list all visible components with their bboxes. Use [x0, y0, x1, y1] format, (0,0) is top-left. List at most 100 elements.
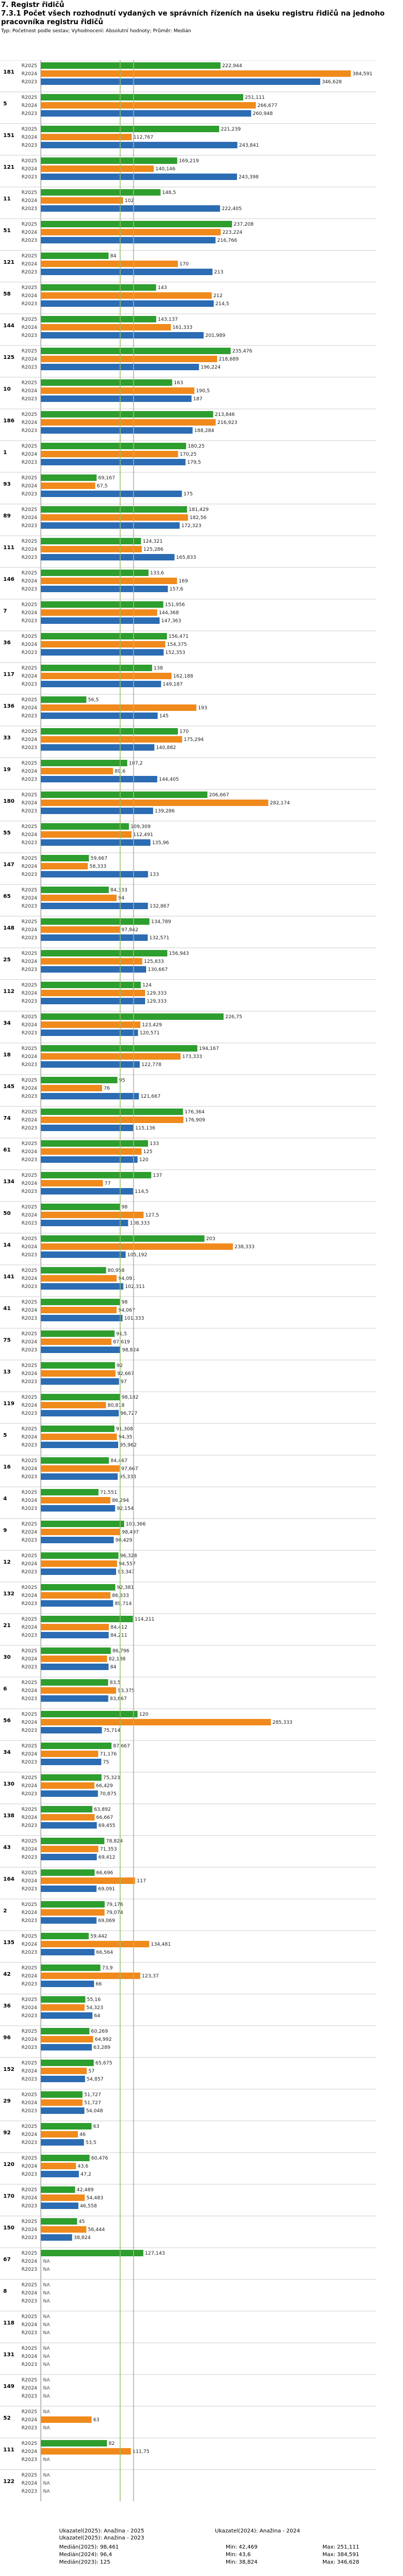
series-label: R2025: [21, 1585, 37, 1591]
bar-value-label: 125,286: [143, 547, 163, 552]
series-label: R2023: [21, 1982, 37, 1987]
series-label: R2023: [21, 523, 37, 529]
series-label: R2024: [21, 1720, 37, 1725]
bar-value-label: 132,571: [149, 936, 169, 941]
group-id-label: 36: [3, 640, 11, 646]
bar-value-label: 151,956: [165, 602, 185, 608]
footer-legend-2024: Ukazatel(2024): Anažina - 2024: [215, 2528, 300, 2534]
bar-value-label: 176,364: [185, 1110, 205, 1115]
bar-r2024: [41, 514, 188, 521]
series-label: R2023: [21, 2426, 37, 2431]
group-id-label: 118: [3, 2320, 15, 2326]
bar-value-label: 92,381: [117, 1585, 134, 1591]
bar-value-label: 187: [193, 397, 203, 402]
missing-value-label: NA: [43, 2322, 51, 2328]
bar-value-label: 214,5: [215, 301, 229, 307]
bar-value-label: 127,5: [145, 1213, 159, 1218]
series-label: R2024: [21, 2322, 37, 2328]
bar-value-label: 69,455: [98, 1823, 116, 1829]
bar-r2024: [41, 673, 172, 679]
bar-value-label: 129,333: [147, 991, 167, 996]
series-label: R2023: [21, 143, 37, 148]
bar-value-label: 123,429: [142, 1023, 162, 1028]
bar-r2025: [41, 1204, 120, 1210]
bar-value-label: 42,489: [77, 2188, 94, 2193]
series-label: R2023: [21, 2362, 37, 2368]
series-label: R2023: [21, 2140, 37, 2146]
series-label: R2023: [21, 2204, 37, 2209]
bar-r2024: [41, 704, 197, 711]
bar-r2025: [41, 2218, 77, 2225]
series-label: R2023: [21, 745, 37, 751]
series-label: R2025: [21, 1014, 37, 1020]
series-label: R2025: [21, 444, 37, 449]
series-label: R2024: [21, 420, 37, 426]
group-id-label: 150: [3, 2225, 15, 2231]
bar-value-label: 212: [213, 293, 222, 299]
bar-r2024: [41, 1497, 111, 1503]
bar-value-label: 170,25: [179, 452, 197, 457]
series-label: R2023: [21, 492, 37, 497]
bar-value-label: 216,923: [217, 420, 237, 426]
bar-value-label: 170: [179, 262, 189, 267]
bar-value-label: 163: [174, 380, 183, 386]
series-label: R2025: [21, 2473, 37, 2478]
bar-r2024: [41, 2416, 92, 2423]
bar-r2025: [41, 1426, 114, 1432]
bar-r2024: [41, 1782, 95, 1789]
bar-value-label: 169: [179, 579, 188, 584]
series-label: R2025: [21, 888, 37, 893]
series-label: R2025: [21, 983, 37, 988]
series-label: R2025: [21, 539, 37, 544]
bar-value-label: 176,909: [185, 1118, 205, 1123]
series-label: R2023: [21, 1823, 37, 1829]
bar-r2024: [41, 895, 117, 901]
bar-r2023: [41, 1030, 138, 1036]
bar-r2025: [41, 1933, 89, 1939]
series-label: R2024: [21, 1118, 37, 1123]
bar-value-label: 130,667: [148, 967, 168, 973]
series-label: R2024: [21, 452, 37, 457]
series-label: R2025: [21, 190, 37, 196]
bar-r2023: [41, 332, 204, 339]
bar-r2023: [41, 2139, 84, 2146]
group-id-label: 41: [3, 1306, 11, 1312]
bar-value-label: 101,333: [124, 1316, 144, 1321]
bar-value-label: 139,286: [155, 809, 175, 814]
bar-r2025: [41, 1077, 118, 1083]
bar-value-label: 135,96: [152, 840, 169, 846]
bar-value-label: 125: [143, 1149, 153, 1155]
series-label: R2024: [21, 1466, 37, 1472]
bar-r2023: [41, 1188, 133, 1195]
bar-r2023: [41, 2107, 85, 2114]
missing-value-label: NA: [43, 2299, 51, 2304]
group-id-label: 42: [3, 1971, 11, 1977]
group-id-label: 119: [3, 1401, 15, 1407]
bar-value-label: 94,091: [118, 1276, 135, 1282]
bar-r2023: [41, 808, 153, 814]
series-label: R2024: [21, 674, 37, 679]
bar-value-label: 54,048: [86, 2109, 103, 2114]
bar-value-label: 80,958: [107, 1268, 125, 1273]
bar-r2023: [41, 713, 158, 719]
bar-value-label: 64,992: [95, 2037, 112, 2042]
bar-value-label: 95: [119, 1078, 125, 1083]
bar-r2025: [41, 126, 219, 132]
series-label: R2024: [21, 2481, 37, 2486]
bar-value-label: 112,491: [133, 832, 153, 838]
series-label: R2025: [21, 1775, 37, 1781]
bar-value-label: 98: [121, 1205, 128, 1210]
bar-value-label: 125,833: [144, 959, 164, 965]
series-label: R2025: [21, 634, 37, 639]
series-label: R2024: [21, 2259, 37, 2264]
group-id-label: 21: [3, 1623, 11, 1629]
series-label: R2024: [21, 1308, 37, 1313]
bar-r2024: [41, 1751, 98, 1757]
bar-r2025: [41, 1774, 102, 1781]
series-label: R2024: [21, 2449, 37, 2455]
bar-value-label: 108,333: [129, 1221, 149, 1226]
bar-r2023: [41, 1917, 97, 1924]
bar-value-label: 63,289: [93, 2045, 111, 2050]
series-label: R2023: [21, 967, 37, 973]
bar-r2024: [41, 1656, 107, 1662]
